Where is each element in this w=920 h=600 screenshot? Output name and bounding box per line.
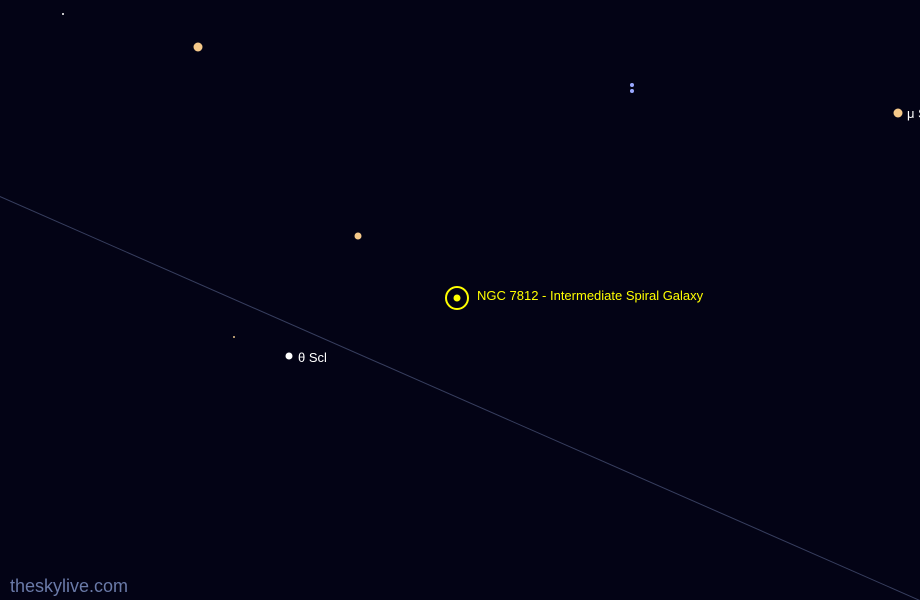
constellation-line (0, 196, 920, 600)
star-label: μ S (907, 106, 920, 121)
target-dot (454, 295, 461, 302)
star (62, 13, 64, 15)
star (194, 43, 203, 52)
watermark-text: theskylive.com (10, 576, 128, 597)
star (355, 233, 362, 240)
star (630, 89, 634, 93)
star (286, 353, 293, 360)
star-label: θ Scl (298, 350, 327, 365)
star (233, 336, 235, 338)
star (894, 109, 903, 118)
target-label: NGC 7812 - Intermediate Spiral Galaxy (477, 288, 703, 303)
star (630, 83, 634, 87)
